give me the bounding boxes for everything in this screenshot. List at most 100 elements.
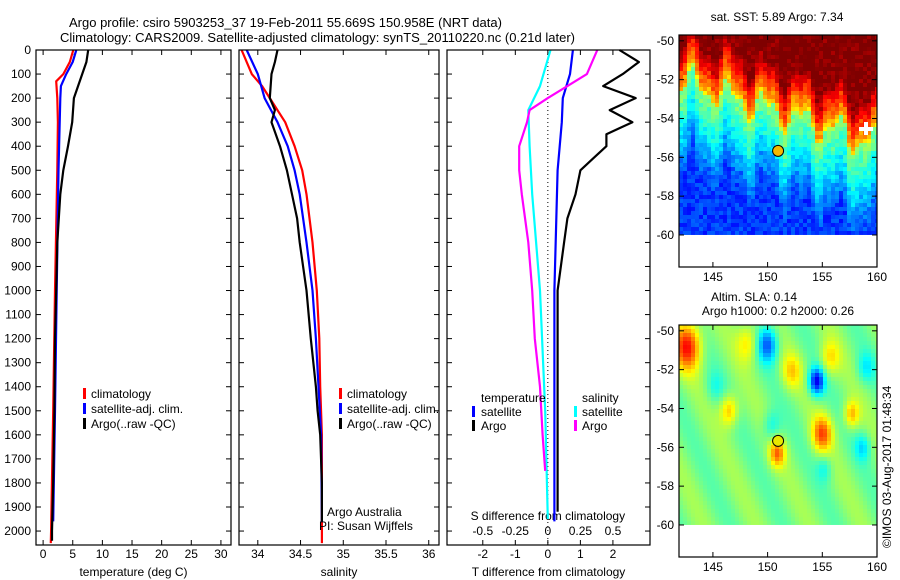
series-line-satellite-adj-clim-: [245, 49, 323, 522]
legend-swatch: [574, 406, 577, 417]
legend-label: satellite: [582, 405, 623, 419]
lat-tick-label: -50: [657, 34, 675, 48]
lat-tick-label: -54: [657, 401, 675, 415]
sla-map-title: Altim. SLA: 0.14: [711, 290, 797, 304]
depth-tick-label: 1700: [4, 452, 31, 466]
lat-tick-label: -52: [657, 73, 675, 87]
title-line-2: Climatology: CARS2009. Satellite-adjuste…: [60, 30, 575, 45]
map-sla: 145 150 155 160 -50 -52 -54 -56 -58 -60 Altim. SLA…: [657, 290, 888, 574]
depth-tick-label: 600: [11, 187, 31, 201]
s-tick-label: 0: [545, 524, 552, 538]
depth-tick-label: 1600: [4, 428, 31, 442]
legend-swatch: [339, 418, 342, 429]
x-tick-label: -1: [510, 547, 521, 561]
legend-swatch: [83, 418, 86, 429]
series-line-argo-raw-qc-: [50, 49, 90, 541]
map-sst: 145 150 155 160 -50 -52 -54 -56 -58 -60 sat. SST: …: [657, 10, 888, 284]
legend-swatch: [574, 420, 577, 431]
timestamp: ©IMOS 03-Aug-2017 01:48:34: [880, 385, 894, 548]
depth-tick-label: 900: [11, 259, 31, 273]
x-tick-label: 2: [610, 547, 617, 561]
depth-tick-label: 2000: [4, 524, 31, 538]
lat-tick-label: -54: [657, 111, 675, 125]
series-line-temperature-satellite: [553, 49, 574, 522]
depth-tick-label: 1100: [5, 308, 31, 322]
depth-tick-label: 500: [11, 163, 31, 177]
x-tick-label: 25: [185, 547, 199, 561]
legend-swatch: [339, 403, 342, 414]
legend-label: climatology: [91, 387, 151, 401]
credit-line-1: Argo Australia: [327, 505, 402, 519]
series-line-climatology: [49, 49, 75, 544]
lat-tick-label: -52: [657, 363, 675, 377]
x-axis-label: salinity: [321, 565, 358, 579]
x-tick-label: -2: [477, 547, 488, 561]
depth-tick-label: 1800: [4, 476, 31, 490]
lon-tick-label: 145: [703, 270, 723, 284]
legend-title-temperature: temperature: [481, 391, 546, 405]
title-line-1: Argo profile: csiro 5903253_37 19-Feb-20…: [69, 15, 502, 30]
lon-tick-label: 155: [812, 270, 832, 284]
x-tick-label: 0: [545, 547, 552, 561]
depth-tick-label: 400: [11, 139, 31, 153]
panel-frame: [446, 49, 651, 546]
depth-tick-label: 1000: [4, 284, 31, 298]
legend-label: Argo(..raw -QC): [91, 417, 176, 431]
lat-tick-label: -56: [657, 150, 675, 164]
x-tick-label: 35: [337, 547, 351, 561]
depth-tick-label: 1200: [4, 332, 31, 346]
lat-tick-label: -50: [657, 324, 675, 338]
argo-float-marker: [772, 144, 785, 157]
panel-temperature: 0100200300400500600700800900100011001200…: [4, 43, 232, 579]
panel-frame: [238, 49, 440, 546]
series-line-salinity-argo: [518, 49, 599, 471]
legend-title-salinity: salinity: [582, 391, 619, 405]
series-line-argo-raw-qc-: [268, 49, 323, 522]
x-tick-label: 36: [422, 547, 436, 561]
legend-label: Argo(..raw -QC): [347, 417, 432, 431]
lat-tick-label: -56: [657, 440, 675, 454]
legend-swatch: [83, 403, 86, 414]
sst-map-title: sat. SST: 5.89 Argo: 7.34: [711, 10, 844, 24]
map-frame: [678, 34, 878, 268]
s-tick-label: -0.25: [502, 524, 530, 538]
legend-label: satellite: [481, 405, 522, 419]
credit-line-2: PI: Susan Wijffels: [319, 519, 413, 533]
x-tick-label: 30: [214, 547, 228, 561]
s-tick-label: -0.5: [472, 524, 493, 538]
series-line-temperature-argo: [556, 49, 641, 512]
legend-swatch: [472, 406, 475, 417]
lat-tick-label: -58: [657, 189, 675, 203]
s-tick-label: 0.25: [569, 524, 593, 538]
legend-label: climatology: [347, 387, 407, 401]
panel-difference: -2 -1 0 1 2 T difference from climatology -0.5…: [446, 49, 651, 579]
panel-frame: [35, 49, 232, 546]
depth-tick-label: 1900: [4, 500, 31, 514]
series-line-salinity-satellite: [527, 49, 552, 520]
lon-tick-label: 160: [867, 560, 887, 574]
legend-swatch: [339, 388, 342, 399]
lon-tick-label: 160: [867, 270, 887, 284]
legend-label: satellite-adj. clim.: [91, 402, 183, 416]
legend-swatch: [83, 388, 86, 399]
x-axis-label: T difference from climatology: [472, 565, 626, 579]
x-tick-label: 15: [125, 547, 139, 561]
argo-float-marker: [772, 434, 785, 447]
lat-tick-label: -60: [657, 228, 675, 242]
lon-tick-label: 155: [812, 560, 832, 574]
lon-tick-label: 145: [703, 560, 723, 574]
x-tick-label: 10: [96, 547, 110, 561]
x-tick-label: 34: [251, 547, 265, 561]
depth-tick-label: 1500: [4, 404, 31, 418]
depth-tick-label: 800: [11, 235, 31, 249]
sla-map-subtitle: Argo h1000: 0.2 h2000: 0.26: [702, 304, 854, 318]
x-axis-label: temperature (deg C): [79, 565, 187, 579]
depth-tick-label: 1400: [4, 380, 31, 394]
x-tick-label: 20: [155, 547, 169, 561]
x-tick-label: 0: [40, 547, 47, 561]
white-cross-marker: [864, 122, 868, 135]
lat-tick-label: -58: [657, 479, 675, 493]
legend-swatch: [472, 420, 475, 431]
depth-tick-label: 1300: [4, 356, 31, 370]
